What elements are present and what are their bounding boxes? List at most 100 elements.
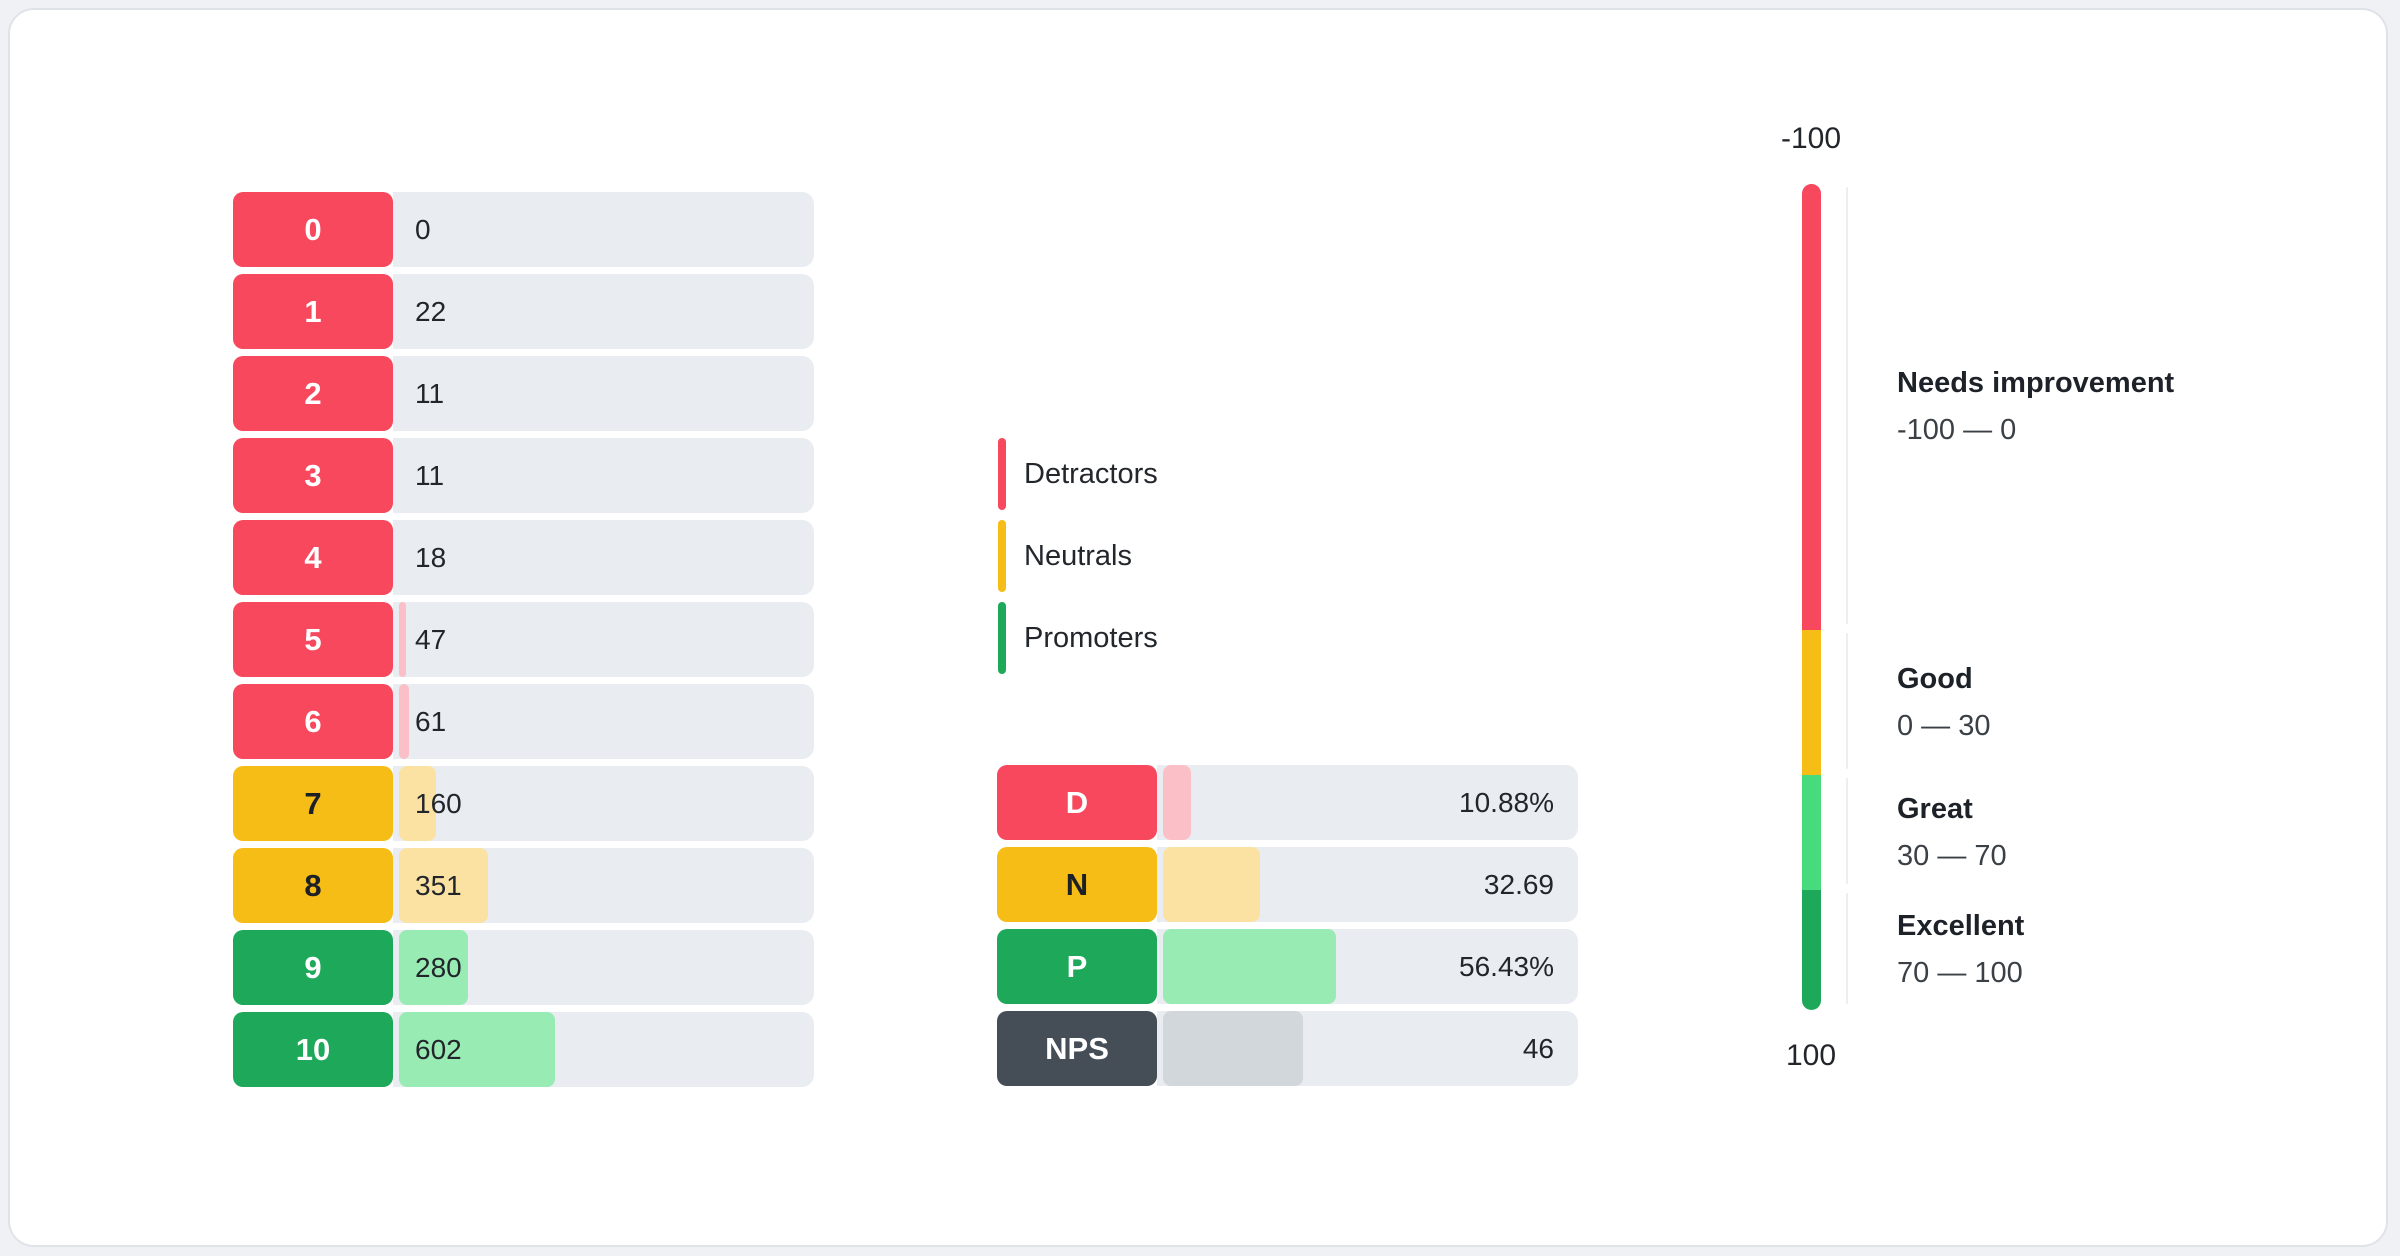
gauge-bar <box>1802 184 1821 1010</box>
bar-fill <box>399 766 437 841</box>
gauge-axis-segment <box>1846 187 1848 625</box>
nps-summary-chart: D 10.88% N 32.69 P 56.43% NPS 46 <box>997 765 1578 1093</box>
bar-value: 61 <box>415 705 447 737</box>
bar-row: 10 602 <box>233 1012 814 1087</box>
bar-fill <box>399 602 406 677</box>
bar-value: 602 <box>415 1033 462 1065</box>
bar-track: 602 <box>393 1012 814 1087</box>
gauge-band-range: 0 — 30 <box>1897 709 1991 742</box>
bar-track: 56.43% <box>1157 929 1578 1004</box>
bar-value: 22 <box>415 295 447 327</box>
bar-fill <box>1163 847 1261 922</box>
score-badge: 1 <box>233 274 393 349</box>
bar-row: 1 22 <box>233 274 814 349</box>
bar-row: 9 280 <box>233 930 814 1005</box>
score-badge: 4 <box>233 520 393 595</box>
score-badge: 3 <box>233 438 393 513</box>
gauge-segment-great <box>1802 775 1821 891</box>
gauge-min-label: 100 <box>1785 1039 1837 1072</box>
bar-value: 11 <box>415 459 445 491</box>
legend-label: Promoters <box>1024 621 1158 654</box>
legend-swatch <box>998 602 1006 674</box>
score-badge: D <box>997 765 1157 840</box>
bar-value: 56.43% <box>1459 950 1554 982</box>
score-badge: 8 <box>233 848 393 923</box>
bar-value: 351 <box>415 869 462 901</box>
gauge-axis-segment <box>1846 778 1848 885</box>
gauge-band-range: 70 — 100 <box>1897 957 2023 990</box>
gauge-segment-good <box>1802 630 1821 776</box>
bar-track: 280 <box>393 930 814 1005</box>
gauge-segment-needs-improvement <box>1802 184 1821 631</box>
bar-fill <box>399 1012 556 1087</box>
score-badge: 5 <box>233 602 393 677</box>
bar-row: 3 11 <box>233 438 814 513</box>
bar-track: 160 <box>393 766 814 841</box>
gauge-band-label-block: Good 0 — 30 <box>1897 663 1991 743</box>
bar-row: NPS 46 <box>997 1011 1578 1086</box>
bar-track: 10.88% <box>1157 765 1578 840</box>
score-badge: NPS <box>997 1011 1157 1086</box>
gauge-band-label-block: Excellent 70 — 100 <box>1897 910 2024 990</box>
legend-swatch <box>998 520 1006 592</box>
bar-value: 280 <box>415 951 462 983</box>
gauge-axis-segment <box>1846 633 1848 770</box>
score-badge: 0 <box>233 192 393 267</box>
bar-row: D 10.88% <box>997 765 1578 840</box>
score-distribution-chart: 0 0 1 22 2 11 3 11 4 18 5 <box>233 192 814 1094</box>
bar-value: 32.69 <box>1483 868 1554 900</box>
bar-track: 351 <box>393 848 814 923</box>
bar-fill <box>399 848 488 923</box>
bar-row: 7 160 <box>233 766 814 841</box>
bar-fill <box>1163 1011 1303 1086</box>
gauge-band-range: 30 — 70 <box>1897 839 2007 872</box>
gauge-band-title: Good <box>1897 662 1973 695</box>
legend-label: Neutrals <box>1024 539 1132 572</box>
bar-track: 18 <box>393 520 814 595</box>
gauge-band-title: Excellent <box>1897 910 2025 943</box>
legend-swatch <box>998 438 1006 510</box>
gauge-band-label-block: Great 30 — 70 <box>1897 793 2007 873</box>
bar-fill <box>1163 765 1192 840</box>
score-badge: N <box>997 847 1157 922</box>
bar-track: 11 <box>393 438 814 513</box>
legend-item: Neutrals <box>998 520 1158 592</box>
bar-value: 46 <box>1522 1032 1554 1064</box>
legend-label: Detractors <box>1024 457 1158 490</box>
bar-value: 18 <box>415 541 447 573</box>
score-badge: 2 <box>233 356 393 431</box>
score-badge: 9 <box>233 930 393 1005</box>
bar-row: 2 11 <box>233 356 814 431</box>
bar-track: 11 <box>393 356 814 431</box>
bar-track: 0 <box>393 192 814 267</box>
bar-fill <box>399 684 410 759</box>
gauge-segment-excellent <box>1802 890 1821 1010</box>
bar-value: 10.88% <box>1459 786 1554 818</box>
gauge-band-label-block: Needs improvement -100 — 0 <box>1897 367 2174 447</box>
score-badge: 6 <box>233 684 393 759</box>
bar-track: 47 <box>393 602 814 677</box>
legend: Detractors Neutrals Promoters <box>998 438 1158 684</box>
legend-item: Detractors <box>998 438 1158 510</box>
bar-track: 32.69 <box>1157 847 1578 922</box>
bar-fill <box>1163 929 1336 1004</box>
gauge-band-title: Great <box>1897 792 1973 825</box>
gauge-band-title: Needs improvement <box>1897 367 2175 400</box>
bar-value: 160 <box>415 787 462 819</box>
bar-row: 5 47 <box>233 602 814 677</box>
bar-value: 47 <box>415 623 447 655</box>
legend-item: Promoters <box>998 602 1158 674</box>
bar-row: N 32.69 <box>997 847 1578 922</box>
score-badge: 7 <box>233 766 393 841</box>
bar-row: P 56.43% <box>997 929 1578 1004</box>
bar-value: 0 <box>415 213 431 245</box>
bar-track: 22 <box>393 274 814 349</box>
gauge-max-label: -100 <box>1780 122 1842 155</box>
bar-track: 46 <box>1157 1011 1578 1086</box>
score-badge: P <box>997 929 1157 1004</box>
bar-value: 11 <box>415 377 445 409</box>
bar-row: 8 351 <box>233 848 814 923</box>
bar-row: 4 18 <box>233 520 814 595</box>
gauge-axis-segment <box>1846 893 1848 1004</box>
bar-row: 6 61 <box>233 684 814 759</box>
